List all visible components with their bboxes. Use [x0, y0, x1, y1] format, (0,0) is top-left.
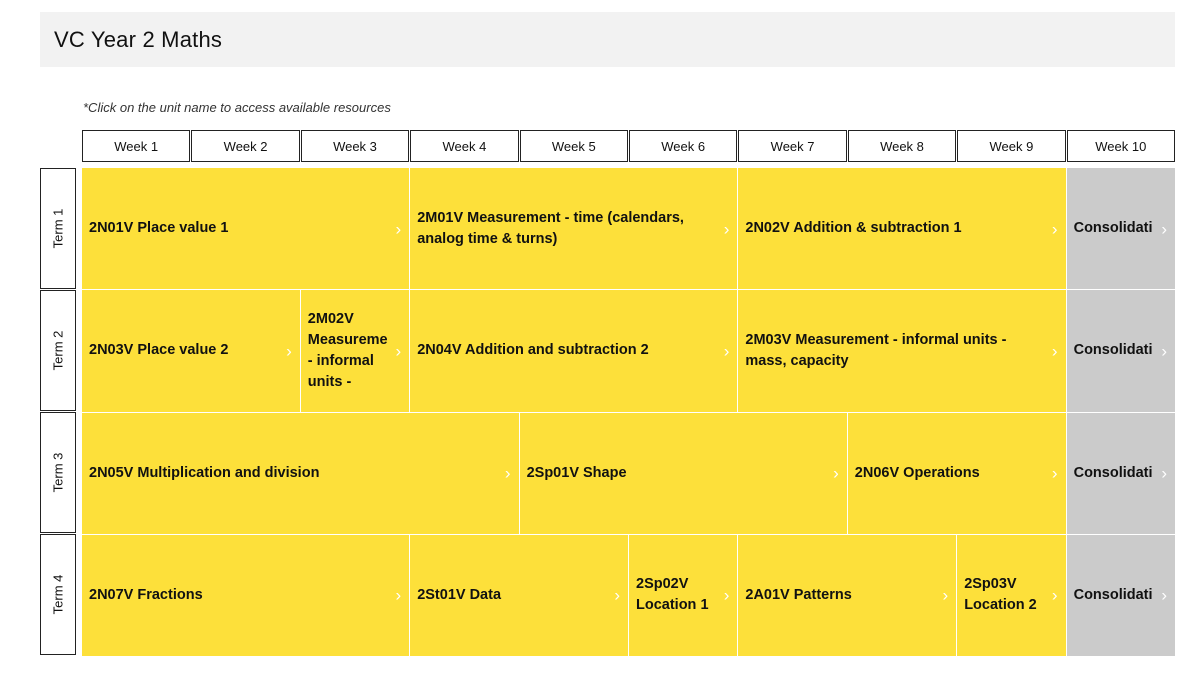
week-header-row: Week 1 Week 2 Week 3 Week 4 Week 5 Week …: [82, 130, 1175, 162]
chevron-right-icon: ›: [942, 585, 949, 605]
week-header: Week 8: [847, 130, 957, 162]
unit-label: 2M01V Measurement - time (calendars, ana…: [417, 209, 684, 247]
unit-link[interactable]: 2M02V Measurement - informal units - len…: [300, 290, 410, 412]
chevron-right-icon: ›: [833, 463, 839, 483]
chevron-right-icon: ›: [395, 219, 402, 239]
unit-label: 2N02V Addition & subtraction 1: [745, 220, 962, 237]
term-label-3: Term 3: [40, 412, 76, 533]
week-header: Week 9: [957, 130, 1066, 162]
consolidation-link[interactable]: Consolidation ›: [1066, 534, 1175, 656]
unit-link[interactable]: 2N03V Place value 2 ›: [82, 290, 300, 412]
consolidation-link[interactable]: Consolidation ›: [1066, 168, 1175, 290]
unit-link[interactable]: 2Sp02V Location 1 ›: [629, 534, 738, 656]
chevron-right-icon: ›: [395, 585, 402, 605]
chevron-right-icon: ›: [504, 463, 511, 483]
chevron-right-icon: ›: [723, 585, 730, 605]
week-header: Week 3: [300, 130, 410, 162]
chevron-right-icon: ›: [1161, 341, 1167, 361]
unit-link[interactable]: 2N06V Operations ›: [847, 412, 1066, 534]
consolidation-link[interactable]: Consolidation ›: [1066, 290, 1175, 412]
week-header: Week 1: [82, 130, 191, 162]
chevron-right-icon: ›: [614, 585, 620, 605]
unit-label: 2N03V Place value 2: [89, 342, 229, 359]
unit-label: Consolidation: [1073, 586, 1153, 603]
unit-label: 2St01V Data: [417, 586, 502, 603]
unit-link[interactable]: 2N04V Addition and subtraction 2 ›: [410, 290, 738, 412]
unit-label: Consolidation: [1073, 464, 1153, 481]
page-header: VC Year 2 Maths: [40, 12, 1175, 67]
resources-note: *Click on the unit name to access availa…: [83, 100, 391, 115]
unit-link[interactable]: 2A01V Patterns ›: [738, 534, 957, 656]
unit-link[interactable]: 2M01V Measurement - time (calendars, ana…: [410, 168, 738, 290]
unit-link[interactable]: 2Sp01V Shape ›: [519, 412, 847, 534]
term-label-2: Term 2: [40, 290, 76, 411]
unit-label: 2N04V Addition and subtraction 2: [417, 342, 649, 359]
unit-label: 2N06V Operations: [854, 464, 980, 481]
term-label-text: Term 4: [50, 574, 66, 615]
week-header: Week 5: [519, 130, 628, 162]
chevron-right-icon: ›: [1161, 463, 1167, 483]
chevron-right-icon: ›: [723, 219, 730, 239]
unit-link[interactable]: 2N02V Addition & subtraction 1 ›: [738, 168, 1066, 290]
unit-link[interactable]: 2Sp03V Location 2 ›: [957, 534, 1066, 656]
term-label-1: Term 1: [40, 168, 76, 289]
week-header: Week 2: [191, 130, 300, 162]
week-header: Week 6: [629, 130, 738, 162]
week-header: Week 10: [1066, 130, 1175, 162]
unit-label: 2N07V Fractions: [89, 586, 203, 603]
chevron-right-icon: ›: [723, 341, 730, 361]
week-header: Week 4: [410, 130, 519, 162]
unit-link[interactable]: 2N01V Place value 1 ›: [82, 168, 410, 290]
unit-label: 2Sp03V Location 2: [964, 576, 1037, 614]
unit-link[interactable]: 2N05V Multiplication and division ›: [82, 412, 519, 534]
unit-link[interactable]: 2N07V Fractions ›: [82, 534, 410, 656]
chevron-right-icon: ›: [1161, 219, 1167, 239]
consolidation-link[interactable]: Consolidation ›: [1066, 412, 1175, 534]
unit-label: 2A01V Patterns: [745, 586, 852, 603]
term-label-text: Term 2: [50, 330, 66, 371]
term-label-4: Term 4: [40, 534, 76, 655]
chevron-right-icon: ›: [1051, 219, 1058, 239]
unit-label: 2N01V Place value 1: [89, 220, 229, 237]
unit-grid: 2N01V Place value 1 › 2M01V Measurement …: [82, 168, 1175, 656]
unit-label: 2N05V Multiplication and division: [89, 464, 320, 481]
unit-label: 2M03V Measurement - informal units - mas…: [745, 331, 1007, 369]
chevron-right-icon: ›: [286, 341, 292, 361]
week-header: Week 7: [738, 130, 847, 162]
chevron-right-icon: ›: [1161, 585, 1167, 605]
unit-label: 2M02V Measurement - informal units - len…: [307, 310, 388, 390]
page-title: VC Year 2 Maths: [54, 26, 223, 52]
unit-label: Consolidation: [1073, 220, 1153, 237]
term-label-text: Term 1: [50, 208, 66, 249]
chevron-right-icon: ›: [1051, 341, 1058, 361]
chevron-right-icon: ›: [395, 341, 402, 361]
chevron-right-icon: ›: [1051, 463, 1058, 483]
unit-link[interactable]: 2St01V Data ›: [410, 534, 628, 656]
unit-link[interactable]: 2M03V Measurement - informal units - mas…: [738, 290, 1066, 412]
unit-label: 2Sp02V Location 1: [636, 576, 709, 614]
term-label-text: Term 3: [50, 452, 66, 493]
chevron-right-icon: ›: [1051, 585, 1058, 605]
unit-label: Consolidation: [1073, 342, 1153, 359]
unit-label: 2Sp01V Shape: [526, 464, 627, 481]
